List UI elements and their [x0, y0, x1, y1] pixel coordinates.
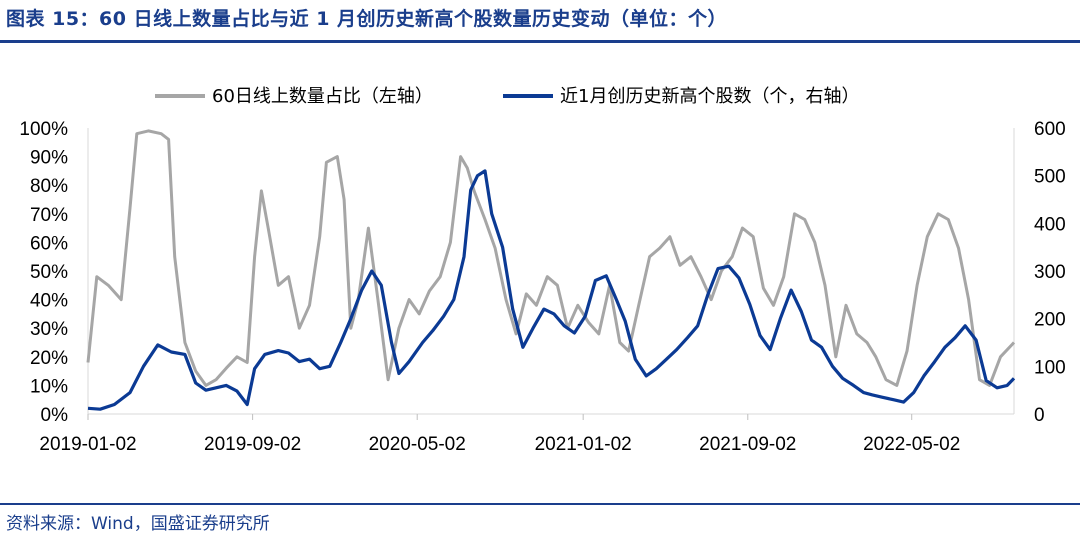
x-tick-label: 2022-05-02 [863, 434, 960, 455]
chart-axes: 0% 10% 20% 30% 40% 50% 60% 70% 80% 90% 100% 0 100 200… [19, 119, 1065, 455]
series-line-new-high-count [87, 169, 1016, 411]
y-left-tick-label: 0% [41, 405, 69, 426]
x-tick-label: 2020-05-02 [369, 434, 466, 455]
y-left-tick-label: 30% [30, 319, 68, 340]
y-right-tick-label: 300 [1034, 262, 1066, 283]
y-left-tick-label: 50% [30, 262, 68, 283]
source-divider [0, 503, 1080, 505]
x-tick-label: 2021-01-02 [535, 434, 632, 455]
y-left-tick-label: 80% [30, 176, 68, 197]
y-left-tick-label: 10% [30, 376, 68, 397]
legend-label-series-2: 近1月创历史新高个股数（个，右轴） [560, 86, 859, 107]
legend-label-series-1: 60日线上数量占比（左轴） [212, 86, 433, 107]
x-tick-label: 2019-09-02 [204, 434, 301, 455]
y-right-tick-label: 600 [1034, 119, 1066, 140]
chart-canvas: 60日线上数量占比（左轴） 近1月创历史新高个股数（个，右轴） 0% 10% 20%… [19, 86, 1065, 455]
y-left-tick-label: 90% [30, 148, 68, 169]
y-left-tick-label: 100% [19, 119, 68, 140]
source-note: 资料来源：Wind，国盛证券研究所 [6, 514, 270, 534]
y-right-tick-label: 100 [1034, 357, 1066, 378]
y-right-tick-label: 400 [1034, 214, 1066, 235]
y-right-tick-label: 500 [1034, 167, 1066, 188]
y-left-tick-label: 60% [30, 233, 68, 254]
y-left-tick-label: 70% [30, 205, 68, 226]
chart-legend: 60日线上数量占比（左轴） 近1月创历史新高个股数（个，右轴） [155, 86, 859, 107]
y-left-tick-label: 20% [30, 348, 68, 369]
chart-series [86, 129, 1016, 411]
chart-title: 图表 15：60 日线上数量占比与近 1 月创历史新高个股数量历史变动（单位：个… [6, 8, 728, 30]
series-line-60d-above-ratio [86, 129, 1016, 387]
title-divider [0, 40, 1080, 43]
y-right-tick-label: 0 [1034, 405, 1045, 426]
x-tick-label: 2019-01-02 [39, 434, 136, 455]
y-left-tick-label: 40% [30, 291, 68, 312]
x-tick-label: 2021-09-02 [699, 434, 796, 455]
y-right-tick-label: 200 [1034, 310, 1066, 331]
